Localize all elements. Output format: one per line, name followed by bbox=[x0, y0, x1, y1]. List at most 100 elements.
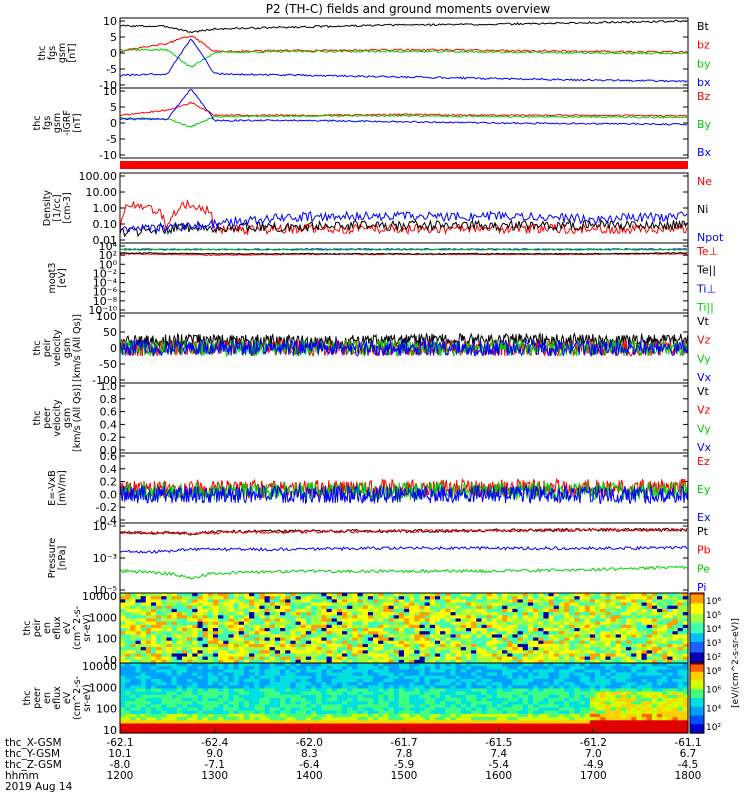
heatmap-cell bbox=[404, 701, 410, 705]
heatmap-cell bbox=[512, 723, 519, 728]
legend-label: bz bbox=[697, 39, 710, 52]
heatmap-cell bbox=[321, 637, 328, 642]
heatmap-cell bbox=[527, 643, 534, 648]
heatmap-cell bbox=[409, 640, 415, 645]
heatmap-cell bbox=[156, 653, 162, 658]
heatmap-cell bbox=[166, 643, 173, 648]
heatmap-cell bbox=[584, 710, 591, 715]
heatmap-cell bbox=[564, 653, 570, 658]
heatmap-cell bbox=[419, 643, 426, 648]
heatmap-cell bbox=[579, 621, 586, 626]
heatmap-cell bbox=[502, 618, 508, 623]
heatmap-cell bbox=[120, 678, 126, 683]
heatmap-cell bbox=[600, 685, 606, 690]
heatmap-cell bbox=[435, 659, 441, 664]
heatmap-cell bbox=[336, 596, 343, 600]
heatmap-cell bbox=[228, 593, 235, 597]
heatmap-cell bbox=[342, 621, 348, 626]
heatmap-cell bbox=[290, 717, 297, 721]
heatmap-cell bbox=[605, 640, 612, 645]
heatmap-cell bbox=[228, 707, 235, 712]
heatmap-cell bbox=[212, 656, 219, 661]
heatmap-cell bbox=[435, 666, 441, 670]
heatmap-cell bbox=[362, 593, 369, 597]
heatmap-cell bbox=[481, 653, 488, 658]
heatmap-cell bbox=[182, 643, 188, 648]
heatmap-cell bbox=[300, 647, 307, 651]
heatmap-cell bbox=[584, 628, 591, 632]
heatmap-cell bbox=[331, 599, 338, 604]
heatmap-cell bbox=[589, 659, 596, 664]
heatmap-cell bbox=[543, 631, 550, 635]
heatmap-cell bbox=[212, 615, 219, 620]
heatmap-cell bbox=[569, 618, 575, 623]
heatmap-cell bbox=[367, 678, 374, 683]
heatmap-cell bbox=[393, 663, 400, 667]
heatmap-cell bbox=[316, 726, 322, 731]
heatmap-cell bbox=[589, 675, 596, 680]
heatmap-cell bbox=[151, 596, 157, 600]
heatmap-cell bbox=[295, 720, 302, 725]
heatmap-cell bbox=[507, 707, 514, 712]
heatmap-cell bbox=[336, 618, 343, 623]
heatmap-cell bbox=[455, 704, 462, 709]
heatmap-cell bbox=[589, 602, 596, 607]
heatmap-cell bbox=[491, 628, 498, 632]
heatmap-cell bbox=[496, 669, 503, 674]
panel-peir_vel: thc peir velocity gsm [km/s (All Qs)] 100500-… bbox=[32, 310, 712, 387]
heatmap-cell bbox=[553, 666, 560, 670]
heatmap-cell bbox=[269, 621, 276, 626]
heatmap-cell bbox=[404, 688, 410, 693]
heatmap-cell bbox=[491, 663, 498, 667]
heatmap-cell bbox=[336, 710, 343, 715]
heatmap-cell bbox=[130, 656, 137, 661]
heatmap-cell bbox=[460, 659, 467, 664]
heatmap-cell bbox=[197, 653, 204, 658]
heatmap-cell bbox=[677, 643, 684, 648]
heatmap-cell bbox=[507, 608, 514, 613]
heatmap-cell bbox=[605, 599, 612, 604]
heatmap-cell bbox=[357, 710, 364, 715]
heatmap-cell bbox=[202, 599, 209, 604]
heatmap-cell bbox=[238, 691, 245, 696]
heatmap-cell bbox=[620, 710, 627, 715]
heatmap-cell bbox=[409, 618, 415, 623]
heatmap-cell bbox=[357, 666, 364, 670]
heatmap-cell bbox=[481, 717, 488, 721]
heatmap-cell bbox=[378, 615, 384, 620]
heatmap-cell bbox=[342, 624, 348, 629]
heatmap-cell bbox=[192, 647, 199, 651]
heatmap-cell bbox=[414, 675, 421, 680]
heatmap-cell bbox=[620, 717, 627, 721]
heatmap-cell bbox=[548, 729, 555, 734]
heatmap-cell bbox=[672, 653, 679, 658]
y-axis-label: Pressure [nPa] bbox=[47, 538, 68, 579]
legend-label: Ne bbox=[697, 175, 712, 188]
heatmap-cell bbox=[636, 682, 643, 686]
heatmap-cell bbox=[424, 634, 431, 639]
heatmap-cell bbox=[280, 675, 286, 680]
heatmap-cell bbox=[316, 602, 322, 607]
heatmap-cell bbox=[171, 701, 178, 705]
heatmap-cell bbox=[574, 624, 581, 629]
heatmap-cell bbox=[311, 694, 317, 699]
heatmap-cell bbox=[620, 634, 627, 639]
legend: Te⊥Te||Ti⊥Ti|| bbox=[696, 245, 718, 314]
heatmap-cell bbox=[161, 723, 168, 728]
heatmap-cell bbox=[233, 596, 240, 600]
heatmap-cell bbox=[393, 713, 400, 718]
heatmap-cell bbox=[615, 624, 622, 629]
heatmap-cell bbox=[388, 650, 395, 655]
heatmap-cell bbox=[295, 624, 302, 629]
heatmap-cell bbox=[388, 698, 395, 702]
heatmap-cell bbox=[156, 618, 162, 623]
heatmap-cell bbox=[130, 612, 137, 616]
heatmap-cell bbox=[176, 637, 183, 642]
heatmap-cell bbox=[558, 621, 565, 626]
heatmap-cell bbox=[595, 618, 601, 623]
heatmap-cell bbox=[543, 618, 550, 623]
heatmap-cell bbox=[584, 729, 591, 734]
heatmap-cell bbox=[476, 647, 483, 651]
legend-label: Vz bbox=[697, 404, 711, 417]
heatmap-cell bbox=[589, 685, 596, 690]
